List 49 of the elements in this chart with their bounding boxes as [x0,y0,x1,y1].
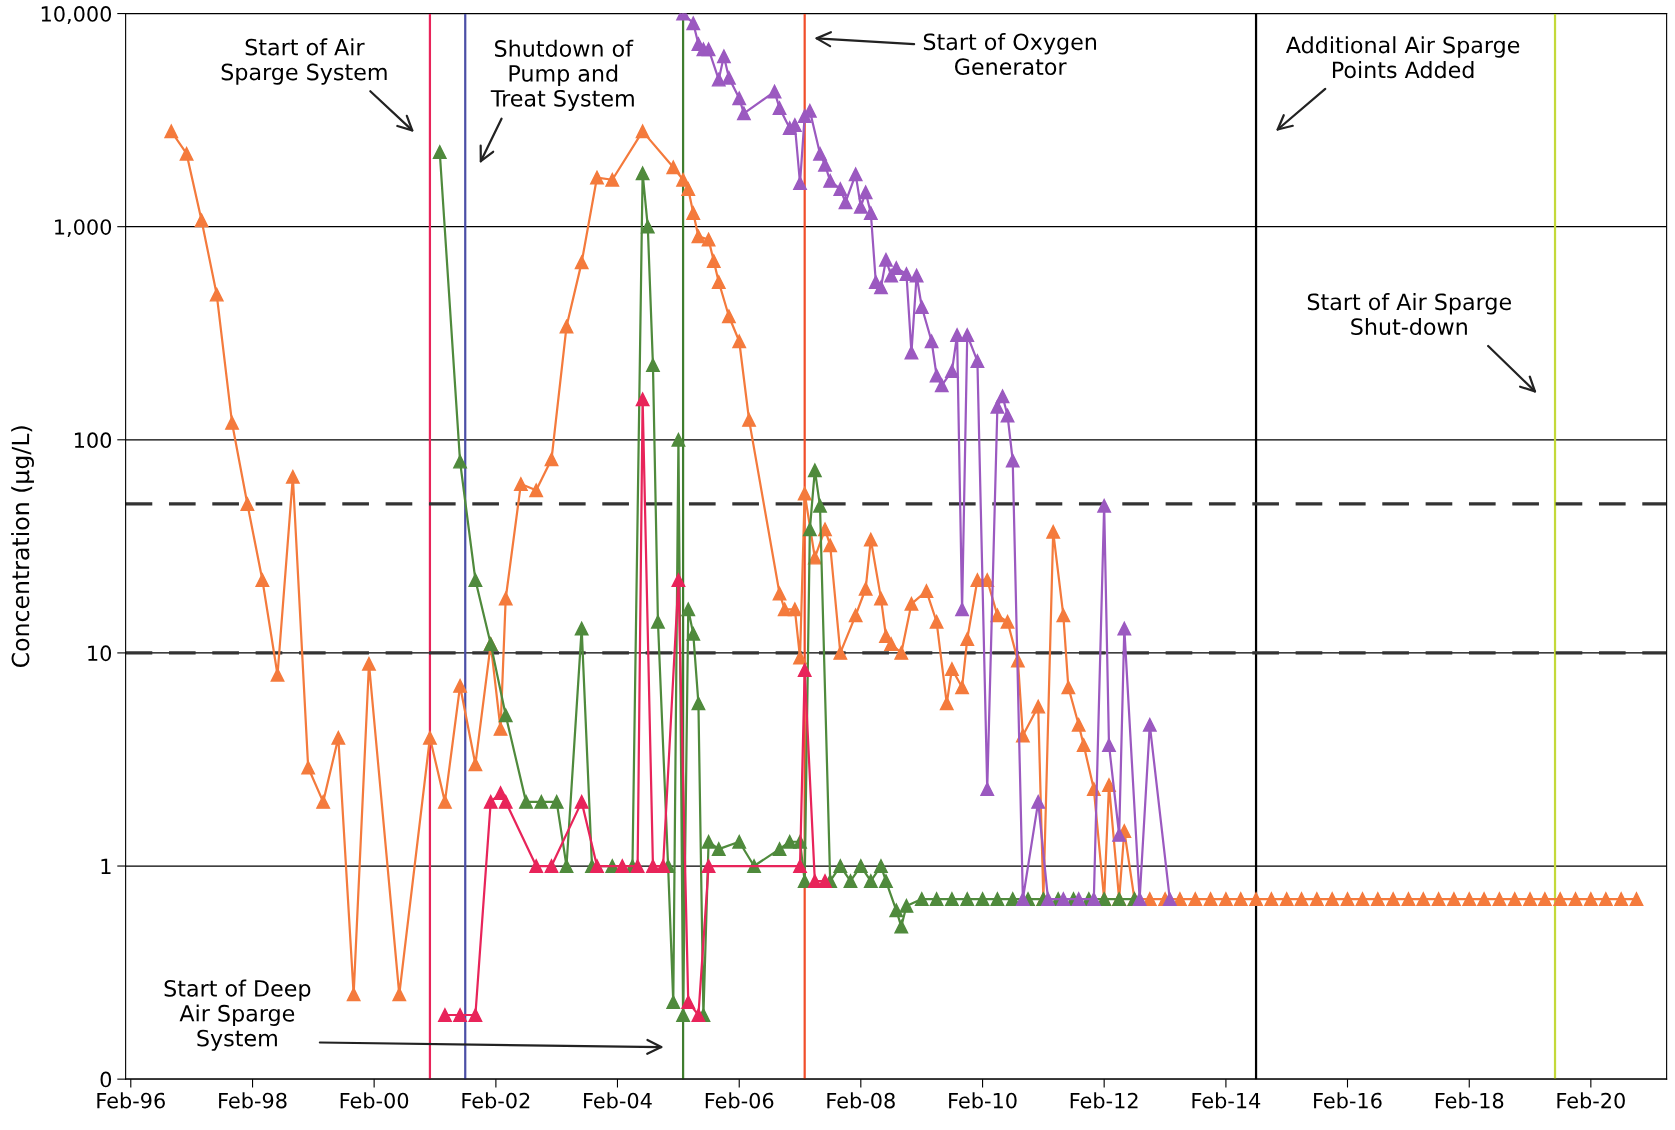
point [635,392,650,407]
annotation: Start of Air Sparge System [221,38,387,85]
annotation: Start of Deep Air Sparge System [164,979,311,1051]
x-tick-label: Feb-08 [827,1092,895,1109]
x-tick-label: Feb-14 [1192,1092,1261,1109]
x-tick-label: Feb-98 [219,1092,287,1109]
annotation: Shutdown of Pump and Treat System [490,39,634,111]
point [468,1008,483,1022]
x-tick-label: Feb-18 [1435,1092,1504,1109]
point [656,859,671,873]
y-tick-label: 10 [88,645,112,662]
point [453,1008,468,1022]
x-tick-label: Feb-20 [1557,1092,1625,1109]
y-tick-label: 1,000 [55,219,112,238]
point [691,1008,706,1022]
point [797,663,812,678]
point [818,874,832,889]
annotation: Start of Air Sparge Shut-down [1307,292,1511,336]
point [701,859,716,873]
x-tick-label: Feb-02 [462,1092,530,1109]
point [590,859,604,873]
x-tick-label: Feb-12 [1070,1092,1138,1109]
x-tick-label: Feb-06 [705,1092,774,1109]
y-tick-label: 0 [100,1071,112,1088]
x-tick-label: Feb-00 [340,1092,409,1109]
y-tick-label: 1 [101,858,111,874]
point [681,995,696,1010]
point [793,859,807,873]
point [544,859,559,873]
x-tick-label: Feb-96 [97,1092,165,1109]
point [671,572,686,587]
point [807,874,822,889]
x-tick-label: Feb-16 [1314,1092,1382,1109]
annotation: Start of Oxygen Generator [923,32,1097,76]
y-axis-title: Concentration (µg/L) [11,426,34,668]
y-tick-label: 10,000 [41,6,112,24]
point [483,794,498,809]
x-tick-label: Feb-04 [584,1092,652,1109]
y-tick-label: 100 [74,432,112,449]
annotation: Additional Air Sparge Points Added [1286,36,1520,79]
point [437,1008,452,1022]
point [529,859,544,873]
point [493,786,508,801]
point [574,794,589,809]
point [630,859,645,873]
point [615,859,630,873]
point [646,859,660,873]
point [498,794,513,809]
x-tick-label: Feb-10 [949,1092,1017,1109]
